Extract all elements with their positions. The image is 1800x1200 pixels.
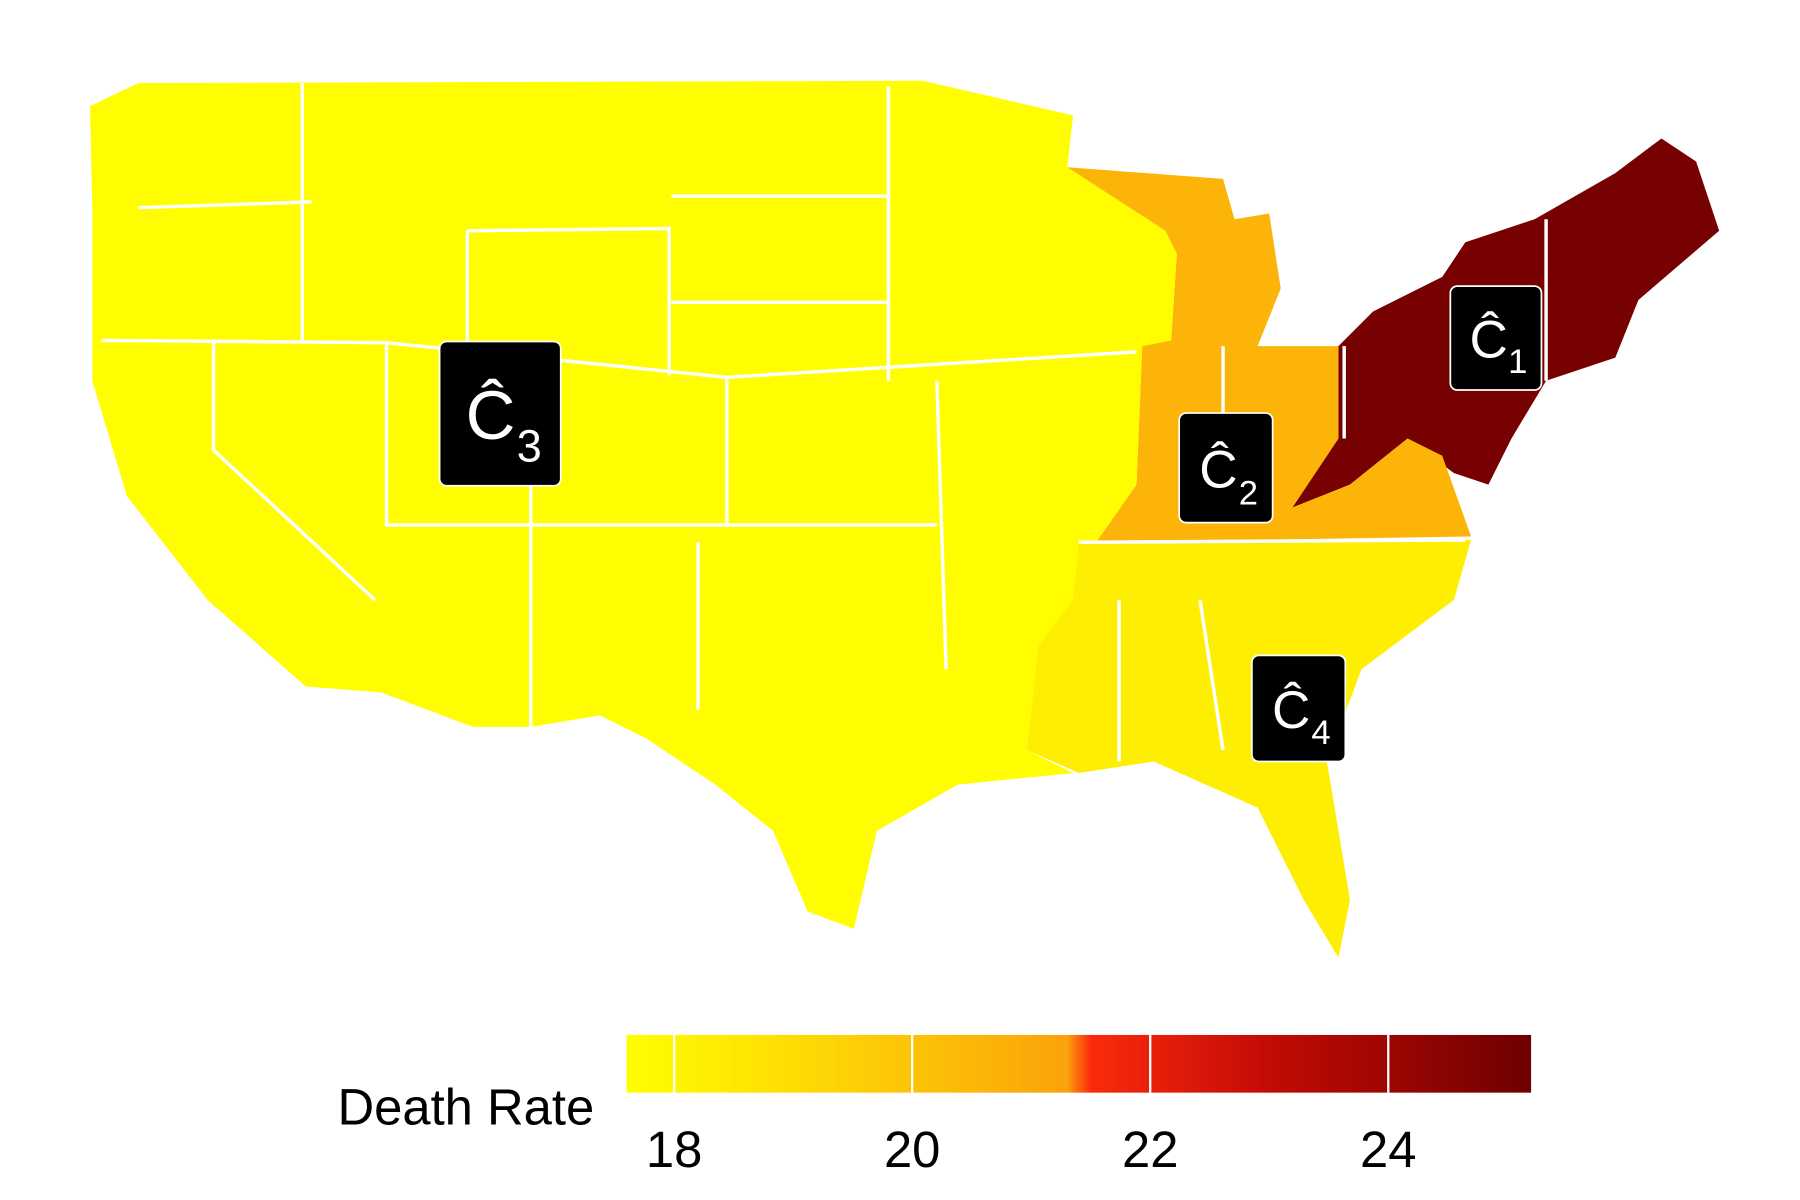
cluster-label: Ĉ [1199, 440, 1237, 499]
cluster-subscript: 3 [517, 421, 542, 472]
cluster-label: Ĉ [1272, 681, 1310, 740]
cluster-label: Ĉ [1469, 310, 1507, 369]
colorbar-tick-label: 24 [1360, 1121, 1416, 1178]
colorbar-tick-label: 22 [1122, 1121, 1178, 1178]
colorbar-tick-label: 18 [646, 1121, 702, 1178]
cluster-badge [1251, 654, 1347, 763]
colorbar-tick-label: 20 [884, 1121, 940, 1178]
legend-colorbar [626, 1034, 1532, 1093]
cluster-region [1026, 539, 1472, 958]
cluster-badge [1178, 412, 1274, 524]
legend-title: Death Rate [337, 1079, 594, 1136]
cluster-badge [438, 340, 562, 487]
cluster-subscript: 4 [1311, 714, 1330, 752]
cluster-subscript: 1 [1508, 343, 1527, 381]
cluster-subscript: 2 [1239, 474, 1258, 512]
cluster-badge [1449, 285, 1543, 391]
cluster-region [1067, 167, 1472, 543]
cluster-region [89, 80, 1177, 929]
cluster-label: Ĉ [466, 377, 516, 454]
